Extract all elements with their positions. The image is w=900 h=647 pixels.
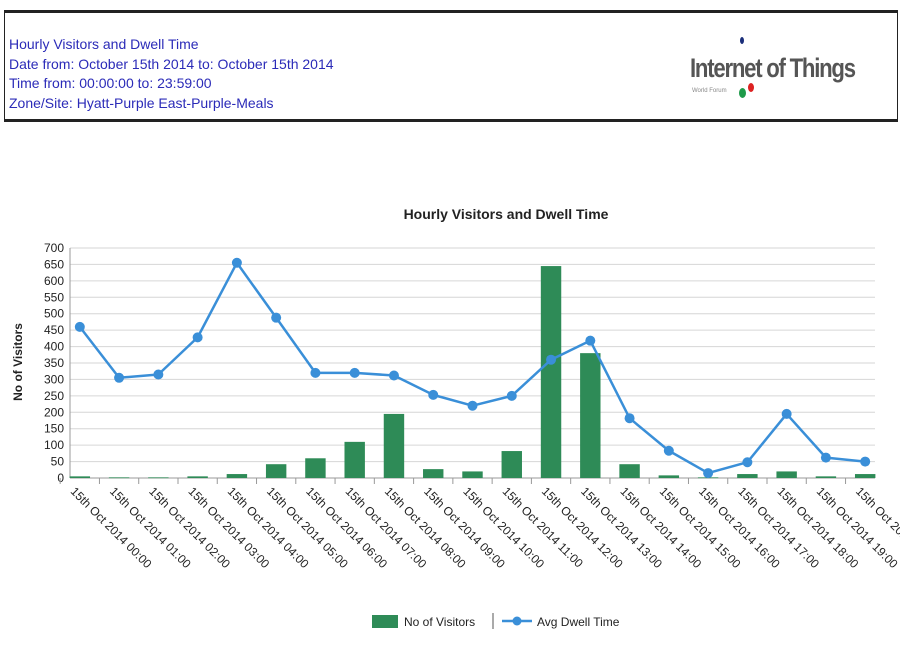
line-point [349,367,360,378]
y-tick-label: 550 [44,290,64,304]
y-tick-label: 650 [44,257,64,271]
y-tick-label: 0 [57,471,64,485]
bar [148,477,169,479]
y-axis-ticks: 0 50 100 150 200 250 300 350 400 450 500 550 600 650 7… [44,241,64,485]
bar [658,475,680,478]
line-point [310,367,321,378]
legend[interactable]: No of Visitors Avg Dwell Time [372,613,620,629]
bar [305,458,326,478]
line-point [192,332,203,343]
line-point [506,390,517,401]
bar-series [69,266,876,479]
bar [854,474,876,478]
report-info: Hourly Visitors and Dwell Time Date from… [9,35,334,113]
report-header: Hourly Visitors and Dwell Time Date from… [4,10,898,122]
line-point [271,312,282,323]
line-point [703,468,714,479]
bar [187,476,208,478]
logo-text: Internet of Things [690,53,856,83]
line-point [467,400,478,411]
bar [344,441,365,478]
y-tick-label: 300 [44,372,64,386]
line-point [153,369,164,380]
legend-bar-swatch [372,615,398,628]
gridlines [69,247,875,479]
line-series [74,257,871,479]
bar [540,266,562,478]
bar [619,464,640,478]
chart-title: Hourly Visitors and Dwell Time [404,206,609,222]
line-point [624,413,635,424]
line-point [860,456,871,467]
bar [226,474,248,478]
y-tick-label: 600 [44,274,64,288]
dwell-time-line [78,261,866,475]
bar [108,477,130,479]
y-tick-label: 450 [44,323,64,337]
y-tick-label: 350 [44,356,64,370]
y-axis-label: No of Visitors [11,323,25,401]
y-tick-label: 700 [44,241,64,255]
line-point [388,370,399,381]
legend-dwell-label[interactable]: Avg Dwell Time [537,615,620,629]
line-point [820,452,831,463]
logo-dot-green [739,88,746,98]
bar [265,464,287,478]
y-tick-label: 500 [44,307,64,321]
y-tick-label: 100 [44,438,64,452]
line-point [114,372,125,383]
line-point [663,445,674,456]
bar [776,471,797,478]
y-tick-label: 400 [44,340,64,354]
line-point [428,389,439,400]
bar [737,474,758,478]
report-title: Hourly Visitors and Dwell Time [9,36,199,52]
logo-dot-red [748,83,754,92]
report-zone-site: Zone/Site: Hyatt-Purple East-Purple-Meal… [9,94,274,111]
line-point [74,321,85,332]
bar [501,451,522,478]
bar [69,476,91,478]
logo-subtext: World Forum [692,88,727,94]
line-point [742,457,753,468]
bar [423,469,444,478]
bar [815,476,837,478]
report-date-range: Date from: October 15th 2014 to: October… [9,55,334,72]
logo-dot-blue [740,37,744,44]
line-point [546,354,557,365]
line-point [585,335,596,346]
report-time-range: Time from: 00:00:00 to: 23:59:00 [9,75,212,91]
legend-visitors-label[interactable]: No of Visitors [404,615,475,629]
y-tick-label: 200 [44,405,64,419]
line-point [231,257,242,268]
bar [383,413,405,478]
bar [580,353,601,478]
legend-line-marker [512,616,522,626]
y-tick-label: 150 [44,422,64,436]
y-tick-label: 250 [44,389,64,403]
line-point [781,408,792,419]
bar [462,471,483,478]
iot-logo: Internet of Things World Forum [690,37,856,113]
y-tick-label: 50 [51,455,65,469]
